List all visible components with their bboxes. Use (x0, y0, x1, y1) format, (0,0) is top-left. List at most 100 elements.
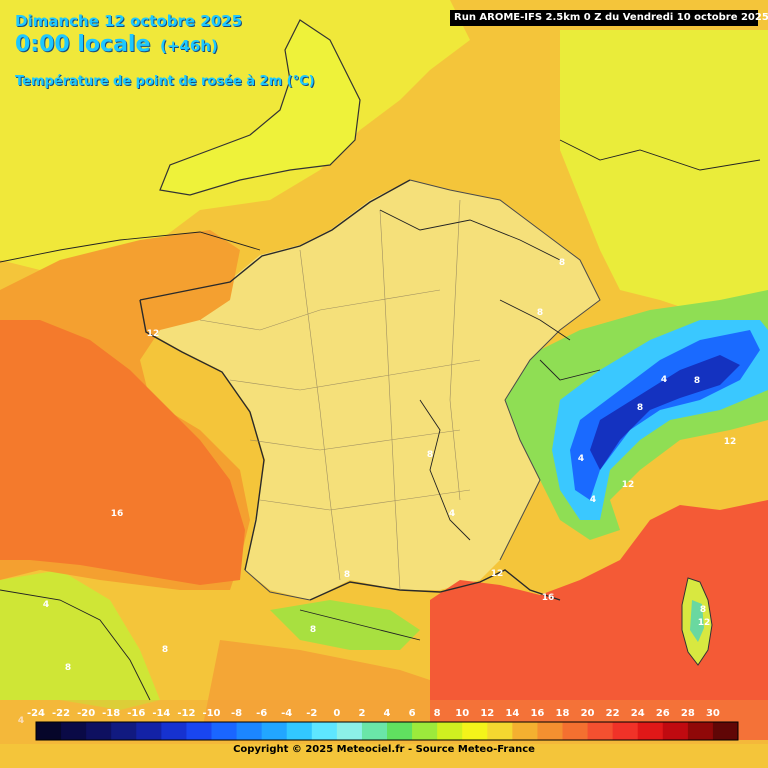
color-scale-tick-label: 2 (358, 708, 365, 719)
contour-label: 8 (637, 403, 643, 413)
contour-label: 8 (162, 645, 168, 655)
color-scale-swatch (637, 722, 664, 740)
france-coastline (139, 179, 561, 601)
color-scale-swatch (412, 722, 438, 740)
contour-label: 12 (724, 437, 737, 447)
color-scale-swatch (361, 722, 388, 740)
color-scale-tick-label: 12 (480, 708, 494, 719)
contour-label: 4 (18, 716, 24, 726)
contour-label: 8 (65, 663, 71, 673)
color-scale-swatch (612, 722, 639, 740)
color-scale-tick-label: 30 (706, 708, 720, 719)
color-scale-tick-label: -20 (77, 708, 95, 719)
color-scale-tick-label: 24 (631, 708, 645, 719)
color-scale-tick-label: 8 (434, 708, 441, 719)
color-scale-swatch (236, 722, 263, 740)
contour-label: 8 (537, 308, 543, 318)
color-scale: -24 -22 -20 -18 -16 -14 -12 -10 -8 -6 -4 -2 0 2 4 6 8 10 1… (0, 700, 768, 744)
color-scale-swatch (136, 722, 162, 740)
color-scale-tick-label: 4 (384, 708, 391, 719)
color-scale-swatch (537, 722, 563, 740)
contour-label: 12 (622, 480, 635, 490)
color-scale-swatch (712, 722, 739, 740)
contour-label: 16 (111, 509, 124, 519)
red-zone-mediterranean (430, 500, 768, 740)
color-scale-swatch (61, 722, 87, 740)
color-scale-tick-label: 14 (505, 708, 519, 719)
contour-label: 8 (427, 450, 433, 460)
copyright-text: Copyright © 2025 Meteociel.fr - Source M… (233, 744, 535, 755)
france-land (140, 180, 600, 600)
color-scale-tick-label: 26 (656, 708, 670, 719)
deep-orange-zone-atlantic (0, 320, 245, 585)
color-scale-swatch (286, 722, 313, 740)
yellow-zone-north (0, 0, 470, 270)
contour-label: 12 (491, 569, 504, 579)
color-scale-swatch (261, 722, 288, 740)
contour-label: 4 (590, 495, 596, 505)
color-scale-swatch (86, 722, 112, 740)
green-zone-sw (0, 570, 160, 710)
contour-label: 12 (698, 618, 711, 628)
corsica-highlands (690, 600, 704, 642)
color-scale-tick-label: 0 (333, 708, 340, 719)
color-scale-swatch (387, 722, 413, 740)
contour-labels: 12 16 8 8 8 4 8 12 16 4 8 8 4 4 12 12 8 12 4 8 8 8 4 (18, 258, 736, 726)
color-scale-tick-label: -4 (281, 708, 292, 719)
contour-label: 8 (344, 570, 350, 580)
color-scale-tick-label: -14 (152, 708, 170, 719)
britain-land (159, 19, 361, 196)
department-lines (199, 199, 481, 591)
contour-label: 8 (694, 376, 700, 386)
color-scale-swatch (662, 722, 689, 740)
color-scale-tick-label: -22 (52, 708, 70, 719)
color-scale-bars (0, 700, 768, 744)
color-scale-swatch (111, 722, 137, 740)
color-scale-swatch (512, 722, 538, 740)
color-scale-tick-label: -2 (306, 708, 317, 719)
yellow-zone-east (560, 30, 768, 320)
color-scale-ticks: -24 -22 -20 -18 -16 -14 -12 -10 -8 -6 -4 -2 0 2 4 6 8 10 1… (27, 708, 720, 719)
color-scale-swatch (687, 722, 714, 740)
orange-zone-spain (200, 640, 430, 740)
contour-label: 4 (449, 509, 455, 519)
color-scale-tick-label: -18 (102, 708, 120, 719)
contour-label: 8 (310, 625, 316, 635)
color-scale-swatch (336, 722, 363, 740)
color-scale-swatch (437, 722, 463, 740)
color-scale-swatch (211, 722, 238, 740)
color-scale-tick-label: 10 (455, 708, 469, 719)
color-scale-tick-label: 28 (681, 708, 695, 719)
color-scale-tick-label: -24 (27, 708, 45, 719)
color-scale-tick-label: 20 (581, 708, 595, 719)
color-scale-tick-label: 22 (606, 708, 620, 719)
color-scale-swatch (562, 722, 589, 740)
color-scale-swatch (161, 722, 187, 740)
alps-very-cold-zone (590, 355, 740, 470)
color-scale-tick-label: 16 (530, 708, 544, 719)
color-scale-tick-label: -16 (127, 708, 145, 719)
green-zone-pyrenees (270, 600, 420, 650)
lead-time: (+46h) (160, 37, 218, 55)
contour-label: 4 (43, 600, 49, 610)
contour-label: 8 (700, 605, 706, 615)
contour-lines (0, 139, 761, 701)
color-scale-swatch (186, 722, 212, 740)
contour-label: 16 (542, 593, 555, 603)
color-scale-tick-label: -6 (256, 708, 267, 719)
contour-label: 4 (661, 375, 667, 385)
color-scale-tick-label: 18 (556, 708, 570, 719)
time-line: 0:00 locale (15, 32, 151, 57)
variable-title: Température de point de rosée à 2m (°C) (15, 74, 315, 89)
color-scale-tick-label: 6 (409, 708, 416, 719)
color-scale-swatch (462, 722, 488, 740)
color-scale-swatch (487, 722, 513, 740)
color-scale-outline (35, 721, 739, 741)
contour-label: 8 (559, 258, 565, 268)
color-scale-tick-label: -12 (177, 708, 195, 719)
run-info-banner: Run AROME-IFS 2.5km 0 Z du Vendredi 10 o… (450, 10, 768, 26)
color-scale-tick-label: -8 (231, 708, 242, 719)
contour-label: 12 (147, 329, 160, 339)
